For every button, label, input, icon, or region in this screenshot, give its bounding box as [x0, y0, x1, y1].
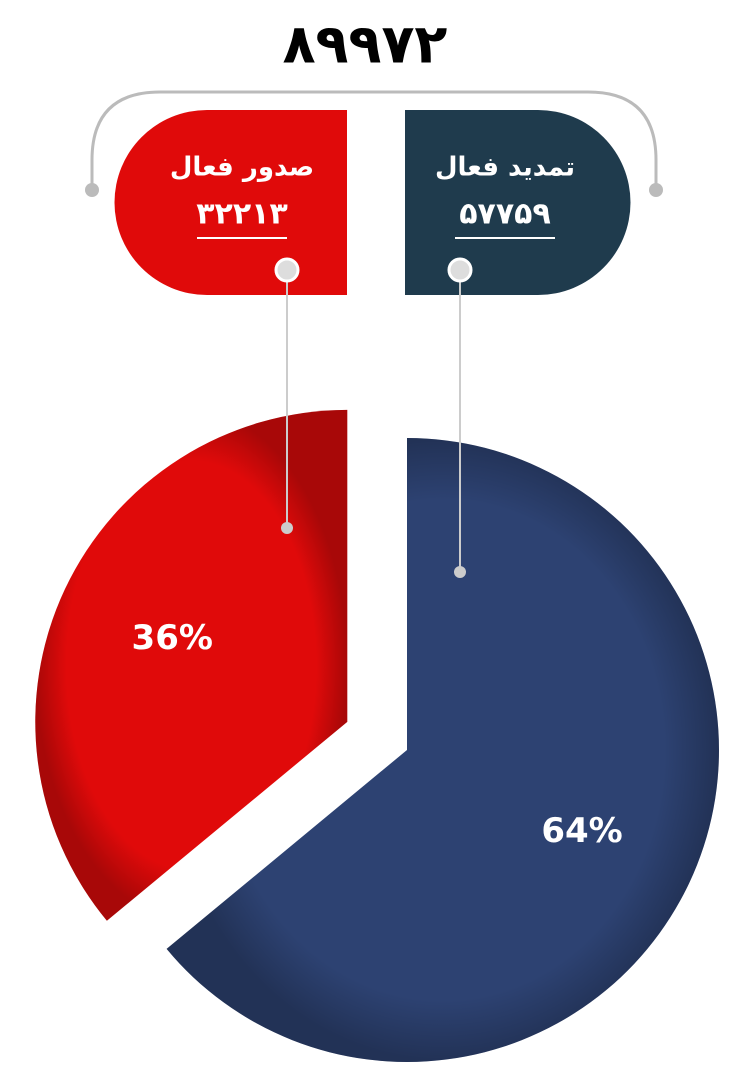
dot [454, 566, 466, 578]
pie: 64% 36% [35, 409, 719, 1062]
card-label: صدور فعال [170, 153, 314, 183]
card-count: ۵۷۷۵۹ [459, 197, 551, 232]
dot [649, 183, 663, 197]
data-label: 64% [541, 811, 622, 851]
card-label: تمدید فعال [435, 153, 575, 183]
slice-shade [166, 438, 719, 1062]
card-count: ۳۲۲۱۳ [196, 197, 288, 232]
card [405, 110, 631, 295]
bracket [90, 90, 658, 190]
card [114, 110, 347, 295]
data-label: 36% [132, 618, 213, 658]
chart-title: ۸۹۹۷۲ [283, 13, 448, 76]
dot [447, 257, 473, 283]
dot [281, 522, 293, 534]
slice-shade [35, 409, 348, 921]
dot [274, 257, 300, 283]
dot [85, 183, 99, 197]
